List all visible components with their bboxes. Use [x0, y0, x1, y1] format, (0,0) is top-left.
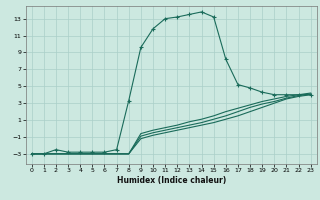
X-axis label: Humidex (Indice chaleur): Humidex (Indice chaleur)	[116, 176, 226, 185]
